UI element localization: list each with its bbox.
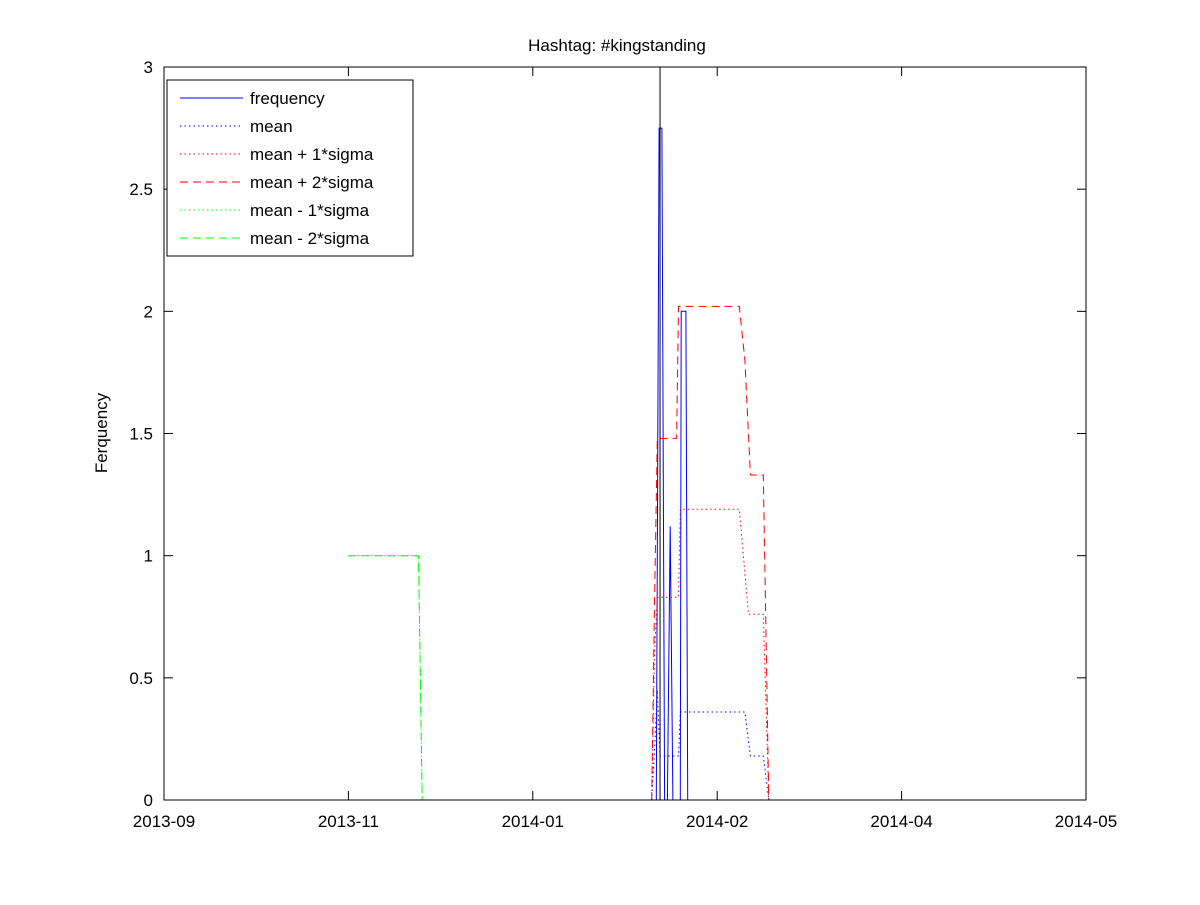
x-tick-label: 2013-11 xyxy=(318,812,379,831)
legend-label-6: mean - 2*sigma xyxy=(250,229,370,248)
y-tick-label: 1.5 xyxy=(129,425,153,444)
y-axis-label: Ferquency xyxy=(92,392,111,473)
series-line-2 xyxy=(651,689,770,801)
y-tick-label: 0 xyxy=(144,791,153,810)
y-tick-label: 3 xyxy=(144,58,153,77)
series-line-6 xyxy=(348,555,423,801)
chart-title: Hashtag: #kingstanding xyxy=(528,36,706,55)
series-group xyxy=(348,127,770,801)
x-tick-label: 2013-09 xyxy=(133,812,195,831)
x-tick-label: 2014-05 xyxy=(1055,812,1117,831)
x-tick-label: 2014-02 xyxy=(686,812,748,831)
series-line-5 xyxy=(348,555,423,801)
legend: frequency mean mean + 1*sigma mean + 2*sigm… xyxy=(166,79,414,257)
series-line-3 xyxy=(651,508,770,801)
y-tick-label: 2.5 xyxy=(129,180,153,199)
y-tick-label: 0.5 xyxy=(129,669,153,688)
x-tick-label: 2014-04 xyxy=(870,812,932,831)
legend-label-4: mean + 2*sigma xyxy=(250,173,374,192)
legend-label-5: mean - 1*sigma xyxy=(250,201,370,220)
legend-label-2: mean xyxy=(250,117,293,136)
legend-label-3: mean + 1*sigma xyxy=(250,145,374,164)
series-line-4 xyxy=(651,305,770,801)
y-tick-label: 2 xyxy=(144,302,153,321)
axes-group: 2013-09 2013-11 2014-01 2014-02 2014-04 2014-… xyxy=(129,58,1117,831)
series-line-1 xyxy=(655,127,689,801)
x-tick-label: 2014-01 xyxy=(502,812,564,831)
legend-box xyxy=(166,79,414,257)
legend-label-1: frequency xyxy=(250,89,325,108)
y-tick-label: 1 xyxy=(144,547,153,566)
